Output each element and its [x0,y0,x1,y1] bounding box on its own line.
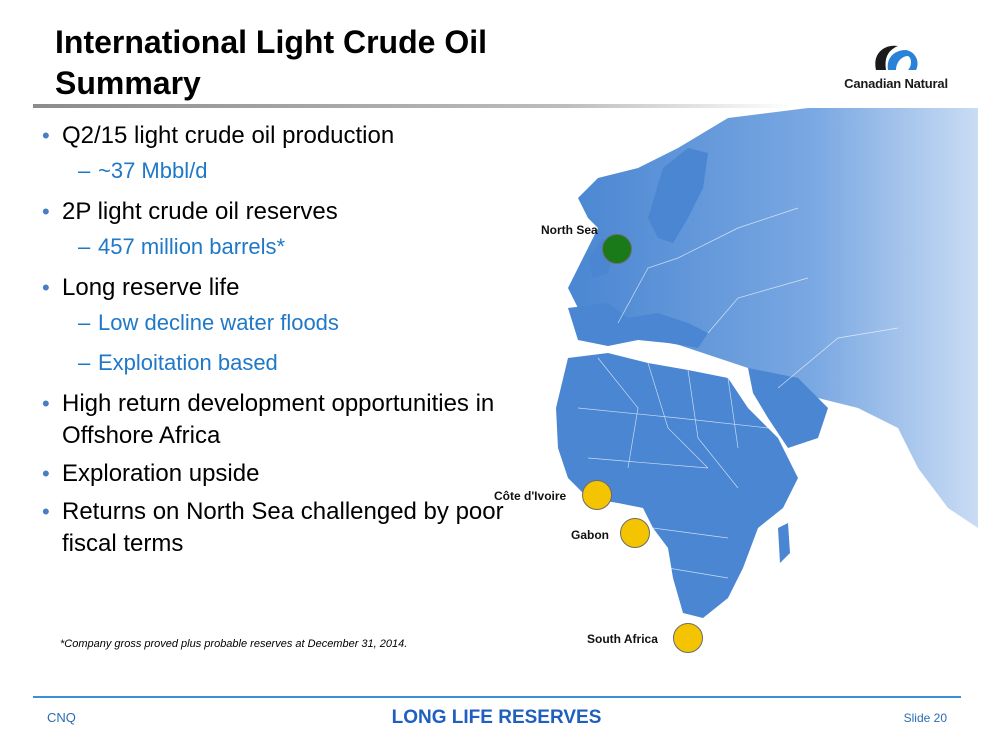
logo-wordmark: Canadian Natural [844,76,948,91]
scandinavia-landmass [648,148,708,243]
bullet-dot-icon: • [42,275,50,300]
bullet-dot-icon: • [42,461,50,486]
bullet-dot-icon: • [42,199,50,224]
africa-landmass [556,353,798,618]
sub-bullet-text: ~37 Mbbl/d [98,158,208,183]
sub-bullet-production-rate: – ~37 Mbbl/d [40,156,510,186]
marker-south-africa [673,623,703,653]
sub-bullet-text: Low decline water floods [98,310,339,335]
marker-gabon [620,518,650,548]
title-line-2: Summary [55,65,201,101]
footer-company-ticker: CNQ [47,710,76,725]
label-cote-divoire: Côte d'Ivoire [494,489,567,503]
sub-bullet-exploitation: – Exploitation based [40,348,510,378]
bullet-production: • Q2/15 light crude oil production [40,120,510,152]
dash-icon: – [78,350,91,375]
company-logo: Canadian Natural [836,40,956,96]
bullet-north-sea: • Returns on North Sea challenged by poo… [40,496,510,560]
slide-title: International Light Crude Oil Summary [55,22,575,104]
bullet-text: Exploration upside [62,460,260,487]
label-gabon: Gabon [571,528,609,542]
bullet-dot-icon: • [42,123,50,148]
marker-north-sea [602,234,632,264]
label-south-africa: South Africa [587,632,658,646]
bullet-text: Returns on North Sea challenged by poor … [62,498,504,557]
world-map [556,108,978,618]
arabia-landmass [748,368,828,448]
bullet-reserves: • 2P light crude oil reserves [40,196,510,228]
madagascar-landmass [778,523,790,563]
sub-bullet-reserves-volume: – 457 million barrels* [40,232,510,262]
dash-icon: – [78,158,91,183]
marker-cote-divoire [582,480,612,510]
footer-divider [33,696,961,698]
bullet-text: Q2/15 light crude oil production [62,122,395,149]
bullet-text: Long reserve life [62,274,240,301]
southern-europe-landmass [568,303,708,348]
bullet-exploration: • Exploration upside [40,458,510,490]
title-line-1: International Light Crude Oil [55,24,487,60]
slide-number: Slide 20 [903,711,947,725]
dash-icon: – [78,310,91,335]
sub-bullet-text: 457 million barrels* [98,234,286,259]
logo-mark-icon [875,45,918,70]
bullet-list: • Q2/15 light crude oil production – ~37… [40,120,510,564]
bullet-dot-icon: • [42,499,50,524]
bullet-development: • High return development opportunities … [40,388,510,452]
sub-bullet-water-floods: – Low decline water floods [40,308,510,338]
dash-icon: – [78,234,91,259]
title-underline [33,104,793,108]
footer-theme: LONG LIFE RESERVES [391,707,602,728]
bullet-text: 2P light crude oil reserves [62,198,338,225]
bullet-text: High return development opportunities in… [62,390,495,449]
sub-bullet-text: Exploitation based [98,350,278,375]
footnote: *Company gross proved plus probable rese… [60,638,408,650]
label-north-sea: North Sea [541,223,598,237]
bullet-reserve-life: • Long reserve life [40,272,510,304]
slide-top-border [0,0,993,12]
country-borders [577,207,899,579]
bullet-dot-icon: • [42,391,50,416]
